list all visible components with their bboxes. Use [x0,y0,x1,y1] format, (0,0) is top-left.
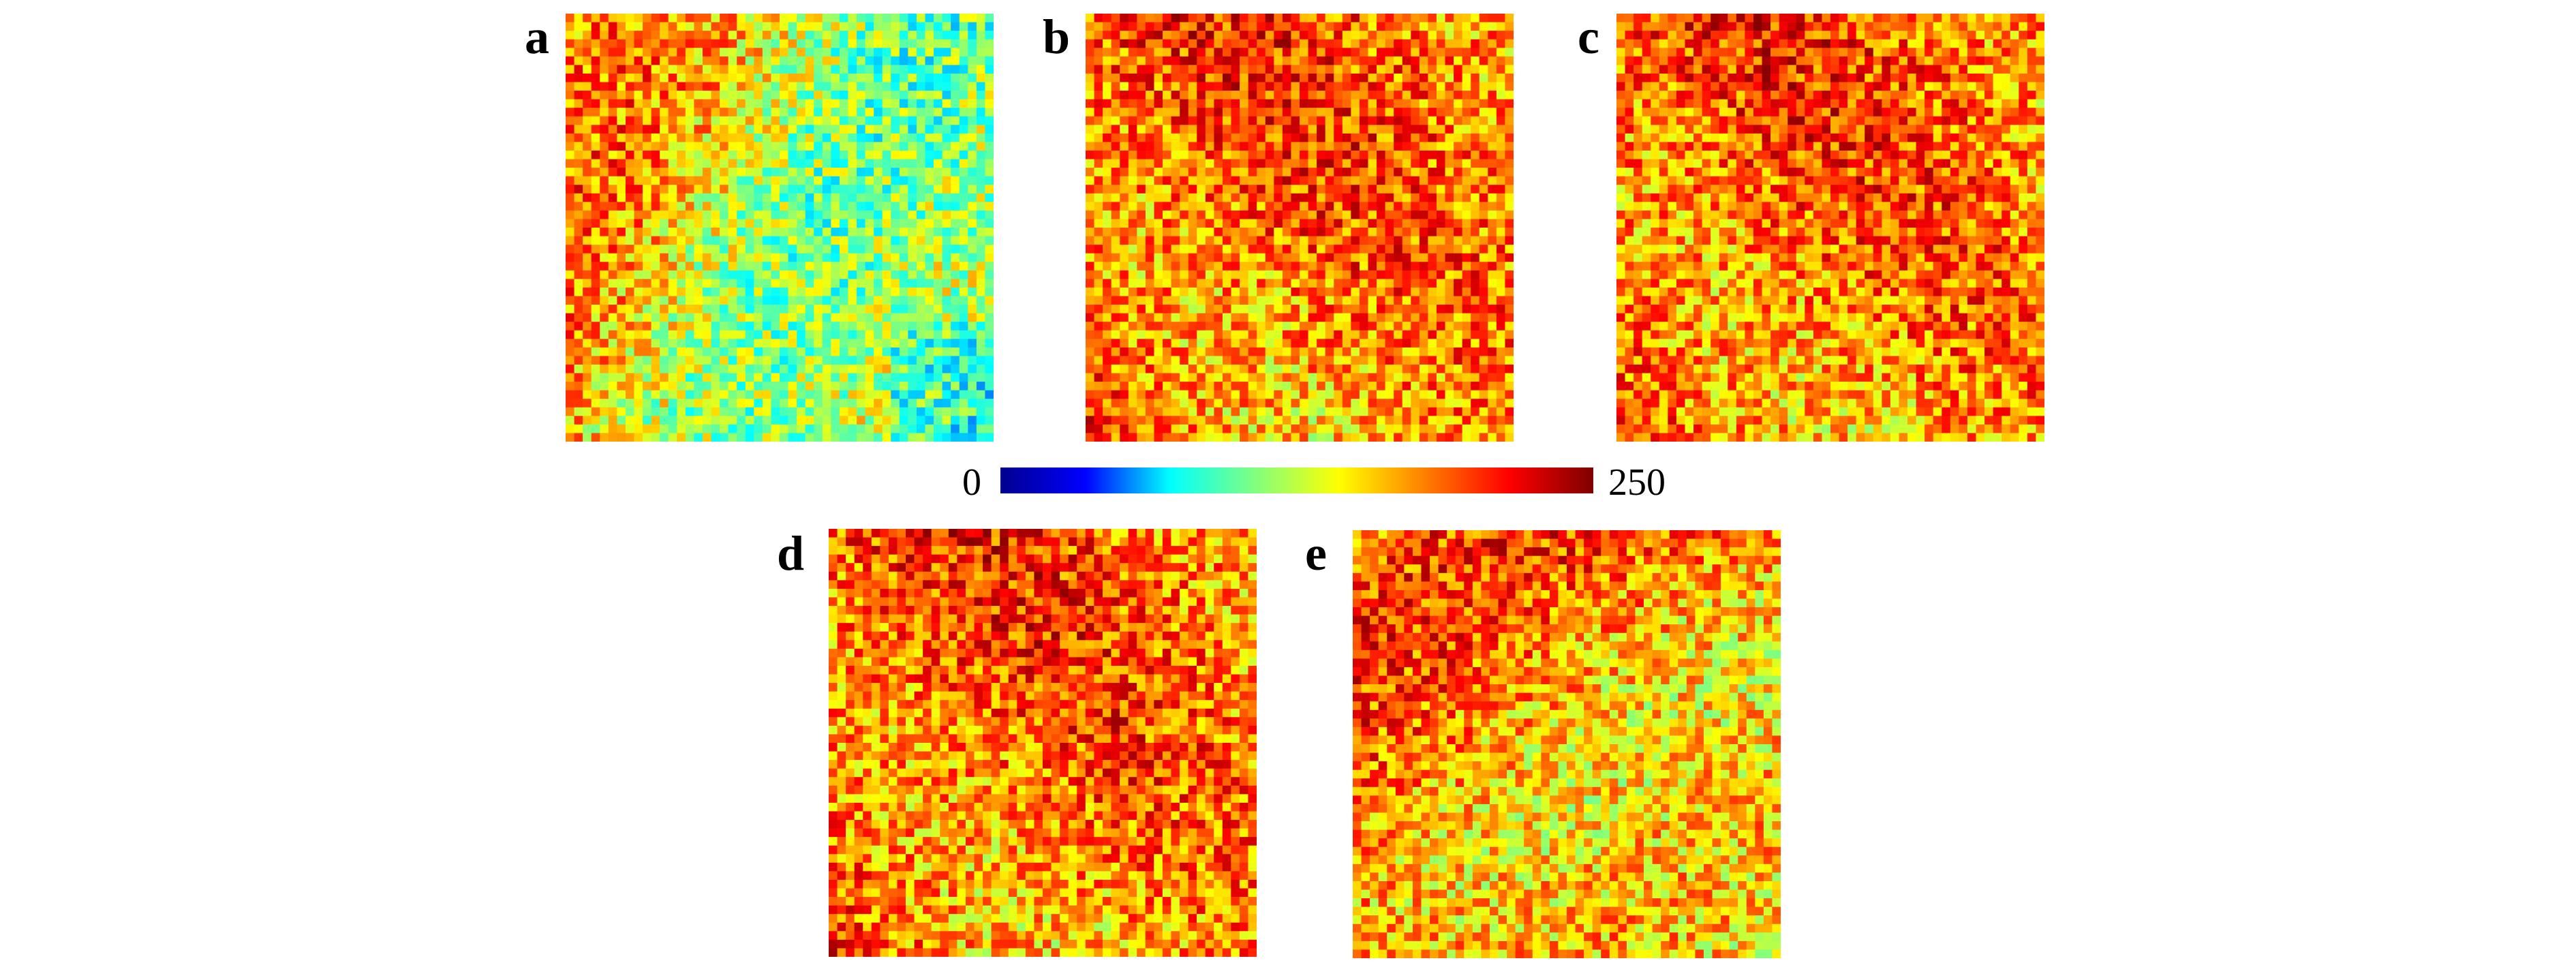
panel-label-c: c [1578,10,1599,64]
panel-label-d: d [777,526,805,581]
heatmap-image-d [829,529,1257,957]
panel-label-e: e [1305,526,1327,581]
colorbar [1000,468,1593,493]
heatmap-image-c [1616,14,2044,442]
colorbar-min-label: 0 [962,461,981,504]
colorbar-max-label: 250 [1608,461,1666,504]
panel-label-a: a [525,10,549,64]
heatmap-image-b [1086,14,1514,442]
panel-label-b: b [1043,10,1071,64]
heatmap-image-e [1353,530,1781,958]
heatmap-image-a [566,14,994,442]
